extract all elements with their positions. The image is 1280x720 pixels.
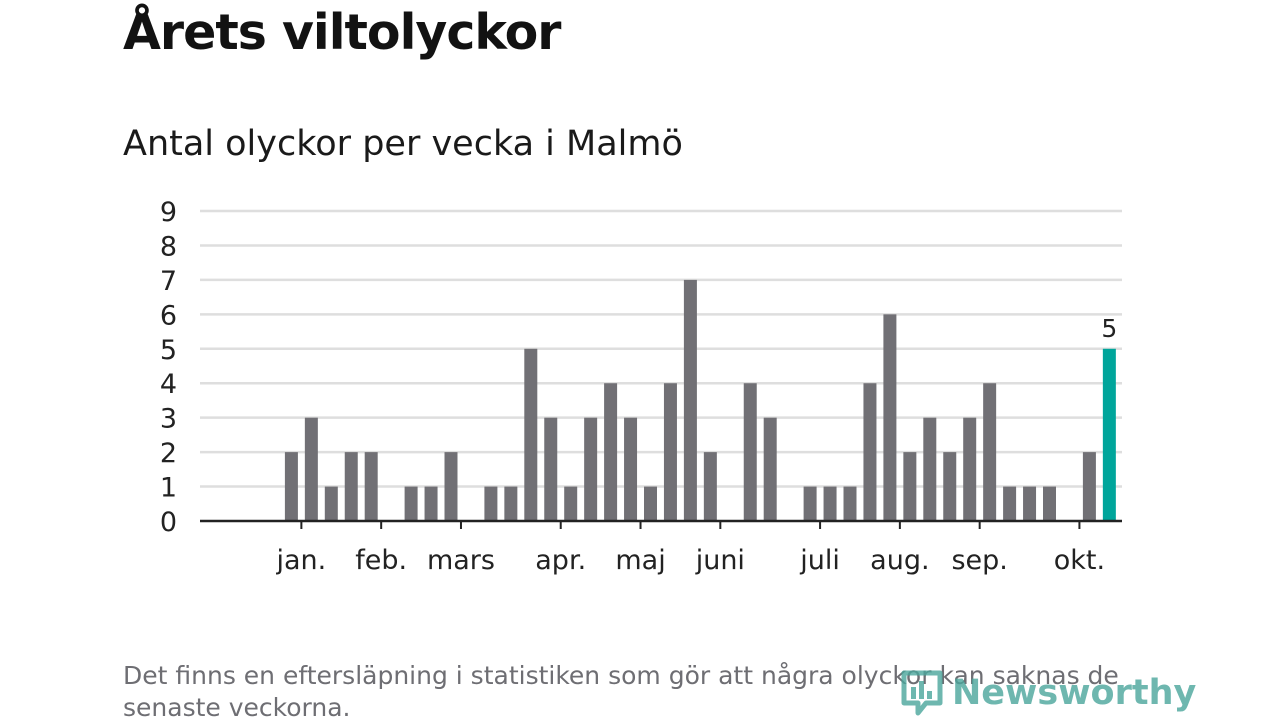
bar bbox=[484, 486, 498, 521]
x-tick-label: feb. bbox=[355, 545, 407, 576]
chart-title: Årets viltolyckor bbox=[123, 4, 561, 61]
bar bbox=[584, 417, 598, 521]
bar bbox=[1043, 486, 1056, 521]
x-tick-label: jan. bbox=[276, 545, 327, 576]
bar bbox=[364, 452, 378, 521]
bars bbox=[284, 279, 1116, 521]
bar bbox=[843, 486, 857, 521]
y-tick-label: 0 bbox=[160, 507, 177, 538]
x-tick-label: aug. bbox=[870, 545, 929, 576]
x-tick-label: maj bbox=[615, 545, 665, 576]
newsworthy-logo-text: Newsworthy bbox=[952, 673, 1197, 713]
y-tick-label: 1 bbox=[160, 473, 177, 504]
x-axis-ticks: jan. feb. mars apr. maj juni juli aug. sep. okt. bbox=[276, 521, 1105, 576]
grid-lines bbox=[200, 209, 1122, 488]
bar bbox=[803, 486, 817, 521]
y-tick-label: 8 bbox=[160, 231, 177, 262]
bar bbox=[683, 279, 697, 521]
bar bbox=[404, 486, 418, 521]
bar bbox=[943, 452, 957, 521]
bar bbox=[644, 486, 657, 521]
y-tick-label: 7 bbox=[160, 266, 177, 297]
bar bbox=[983, 383, 997, 521]
y-axis-ticks: 01 23 45 67 89 bbox=[160, 197, 177, 538]
y-tick-label: 2 bbox=[160, 438, 177, 469]
bar bbox=[304, 417, 318, 521]
bar bbox=[284, 452, 298, 521]
y-tick-label: 4 bbox=[160, 369, 177, 400]
bar bbox=[1102, 348, 1116, 521]
bar bbox=[344, 452, 358, 521]
bar bbox=[444, 452, 458, 521]
bar bbox=[604, 383, 618, 521]
chart-subtitle: Antal olyckor per vecka i Malmö bbox=[123, 124, 683, 164]
newsworthy-logo: Newsworthy bbox=[900, 668, 1196, 718]
bar bbox=[743, 383, 757, 521]
bar bbox=[564, 486, 578, 521]
bar bbox=[1003, 486, 1017, 521]
bar bbox=[823, 486, 837, 521]
bar bbox=[424, 486, 438, 521]
bar bbox=[663, 383, 677, 521]
bar bbox=[963, 417, 977, 521]
bar bbox=[763, 417, 777, 521]
bar bbox=[624, 417, 638, 521]
bar bbox=[883, 314, 897, 521]
x-tick-label: okt. bbox=[1054, 545, 1105, 576]
bar bbox=[524, 348, 538, 521]
y-tick-label: 3 bbox=[160, 404, 177, 435]
x-tick-label: apr. bbox=[535, 545, 586, 576]
x-tick-label: juli bbox=[799, 545, 840, 576]
x-tick-label: sep. bbox=[951, 545, 1007, 576]
x-tick-label: mars bbox=[427, 545, 495, 576]
bar bbox=[504, 486, 518, 521]
bar bbox=[863, 383, 877, 521]
bar bbox=[544, 417, 558, 521]
newsworthy-logo-icon bbox=[901, 670, 943, 716]
y-tick-label: 5 bbox=[160, 335, 177, 366]
bar bbox=[324, 486, 338, 521]
bar bbox=[1023, 486, 1037, 521]
bar bbox=[703, 452, 717, 521]
y-tick-label: 9 bbox=[160, 197, 177, 228]
footnote: Det finns en eftersläpning i statistiken… bbox=[123, 661, 1119, 720]
bar bbox=[923, 417, 937, 521]
x-tick-label: juni bbox=[695, 545, 745, 576]
data-labels: 5 bbox=[1101, 314, 1117, 343]
bar bbox=[903, 452, 917, 521]
data-label: 5 bbox=[1101, 314, 1117, 343]
bar bbox=[1082, 452, 1096, 521]
y-tick-label: 6 bbox=[160, 300, 177, 331]
